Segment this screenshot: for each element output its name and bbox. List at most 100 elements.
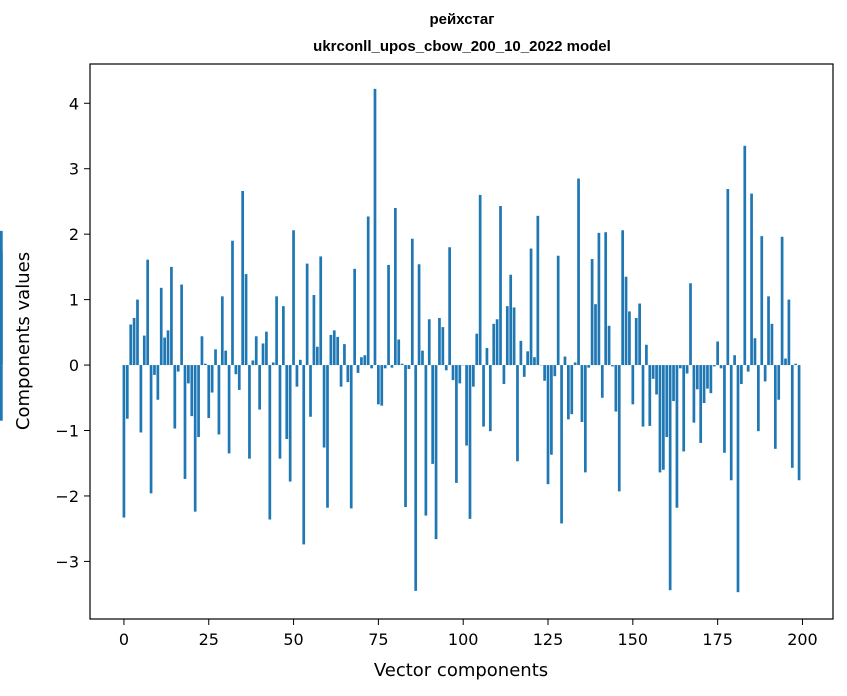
bar — [366, 216, 370, 366]
bar — [431, 365, 435, 464]
bar — [573, 362, 577, 366]
bar — [271, 362, 275, 366]
bar — [794, 363, 798, 366]
x-tick-label: 125 — [533, 630, 564, 649]
bar — [662, 365, 665, 470]
bar — [723, 365, 726, 453]
bar — [427, 319, 431, 366]
bar — [587, 365, 591, 368]
bar — [407, 365, 411, 369]
y-axis-label: Components values — [13, 252, 34, 430]
bar — [658, 365, 662, 473]
bar — [173, 365, 177, 429]
bar — [265, 331, 268, 366]
bar — [159, 287, 163, 366]
bar — [465, 365, 468, 446]
bar — [699, 365, 703, 443]
bar — [387, 264, 390, 366]
bar — [349, 365, 353, 509]
bar — [285, 365, 289, 440]
bar — [207, 365, 211, 419]
y-tick-label: 4 — [69, 94, 79, 113]
bar — [278, 365, 282, 459]
bar — [336, 336, 340, 366]
bar — [468, 365, 472, 519]
bar — [298, 359, 302, 366]
bar — [614, 365, 618, 412]
bar — [550, 365, 553, 455]
bar — [0, 365, 3, 421]
bar — [414, 365, 418, 591]
bar — [505, 306, 509, 366]
x-tick-label: 50 — [283, 630, 303, 649]
bar — [583, 365, 587, 473]
bar — [668, 365, 672, 591]
bar — [400, 363, 404, 366]
bar — [180, 284, 183, 366]
bar — [628, 311, 631, 366]
bar — [214, 349, 217, 366]
bars-group — [0, 88, 801, 593]
bar — [767, 296, 770, 366]
x-tick-label: 200 — [787, 630, 818, 649]
bar — [370, 365, 373, 369]
bar — [258, 365, 261, 410]
y-tick-label: −1 — [55, 422, 79, 441]
bar — [360, 357, 363, 366]
bar — [353, 268, 356, 366]
bar — [655, 365, 658, 395]
bar — [451, 365, 455, 381]
bar — [495, 319, 499, 366]
bar — [617, 365, 621, 492]
bar — [288, 365, 292, 482]
bar — [197, 365, 200, 438]
bar — [129, 324, 133, 366]
bar — [648, 365, 652, 426]
bar — [509, 274, 513, 366]
bar — [251, 360, 255, 366]
bar — [0, 230, 3, 366]
bar — [719, 365, 723, 369]
y-tick-label: 0 — [69, 356, 79, 375]
bar — [339, 365, 343, 387]
bar — [254, 336, 258, 366]
bar — [597, 232, 601, 366]
bar — [604, 232, 608, 366]
bar — [224, 350, 228, 366]
bar — [682, 365, 686, 452]
bar — [760, 236, 764, 366]
bar — [170, 266, 173, 366]
bar — [546, 365, 550, 485]
y-tick-label: 3 — [69, 160, 79, 179]
bar — [485, 348, 489, 366]
bar — [567, 365, 570, 420]
bar — [645, 344, 648, 366]
bar — [373, 88, 377, 366]
bar — [692, 365, 696, 423]
bar — [695, 365, 699, 390]
bar — [248, 365, 251, 459]
bar — [176, 365, 180, 372]
bar — [363, 355, 367, 366]
bar — [305, 263, 309, 366]
bar — [356, 365, 360, 373]
bar — [343, 344, 346, 366]
bar — [397, 339, 401, 366]
bar — [125, 365, 129, 419]
bar — [651, 365, 655, 379]
bar — [231, 240, 234, 366]
bar — [621, 230, 625, 366]
bar — [163, 337, 166, 366]
bar — [438, 317, 441, 366]
bar — [122, 365, 126, 518]
bar — [631, 365, 635, 405]
bar — [329, 334, 333, 366]
x-axis-label: Vector components — [374, 660, 548, 681]
x-tick-label: 150 — [618, 630, 649, 649]
bar — [522, 365, 526, 377]
bar — [502, 365, 506, 385]
bar — [590, 259, 594, 366]
bar — [326, 365, 329, 508]
bar — [153, 365, 156, 375]
bar — [665, 365, 669, 438]
